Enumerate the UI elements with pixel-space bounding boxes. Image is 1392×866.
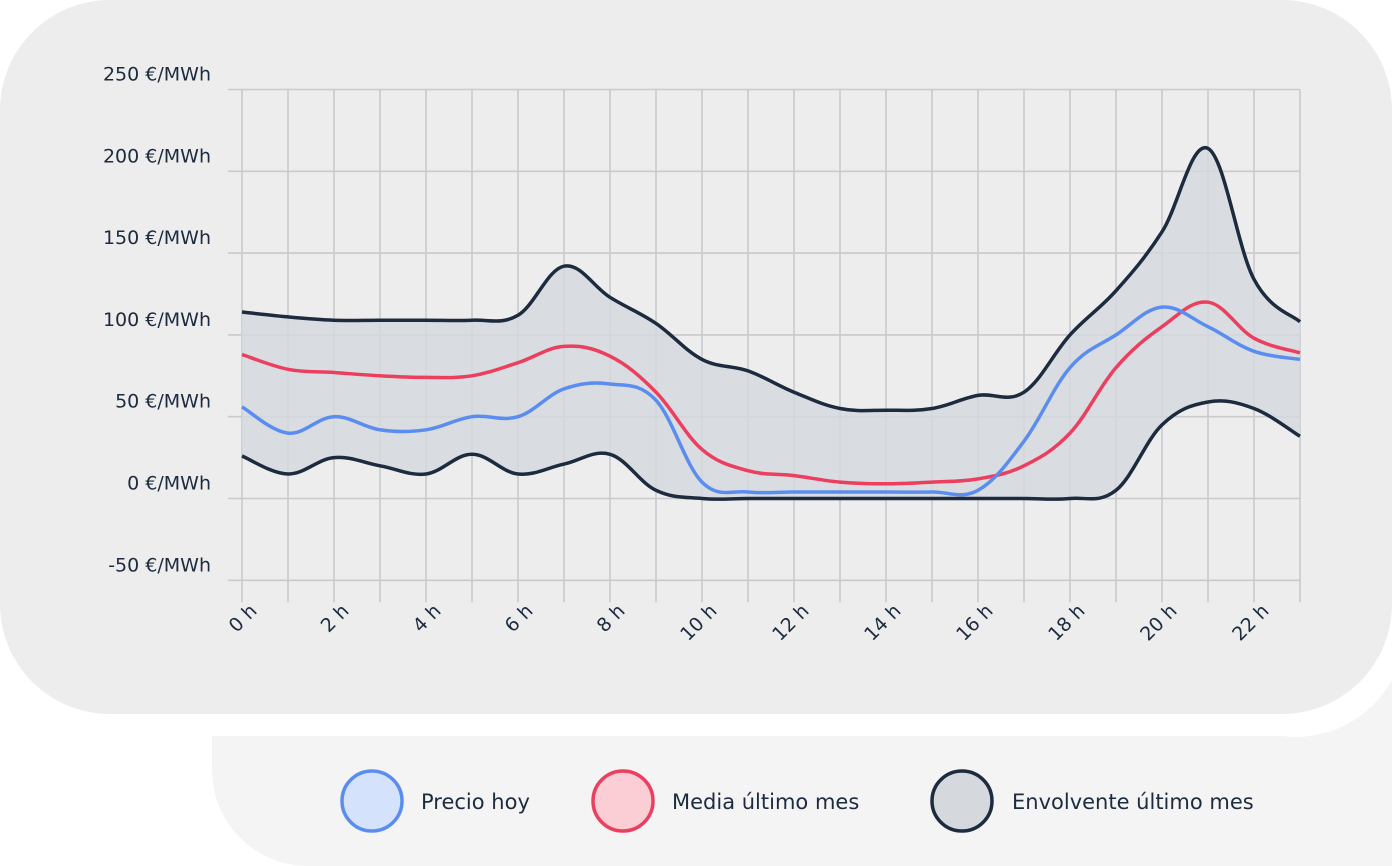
series-layer: [241, 146, 1302, 501]
y-tick-label: 0 €/MWh: [127, 473, 211, 495]
legend-label-today: Precio hoy: [421, 790, 530, 814]
today-line: [241, 305, 1301, 497]
y-axis: 250 €/MWh 200 €/MWh 150 €/MWh 100 €/MWh 50 €…: [103, 64, 211, 577]
mean-line: [241, 300, 1301, 486]
envelope-band: [242, 147, 1300, 500]
legend-swatch-envelope: [930, 769, 994, 833]
legend-label-envelope: Envolvente último mes: [1012, 790, 1254, 814]
envelope-lower-line: [241, 399, 1301, 501]
y-tick-label: 50 €/MWh: [115, 391, 211, 413]
legend-label-mean: Media último mes: [672, 790, 859, 814]
legend-swatch-mean: [591, 769, 655, 833]
legend-swatch-today: [340, 769, 404, 833]
envelope-upper-line: [241, 146, 1302, 413]
legend-item-envelope[interactable]: Envolvente último mes: [930, 769, 1254, 833]
y-tick-label: 200 €/MWh: [103, 145, 211, 167]
legend-item-today[interactable]: Precio hoy: [340, 769, 530, 833]
y-tick-label: -50 €/MWh: [108, 554, 211, 576]
y-tick-label: 250 €/MWh: [103, 64, 211, 86]
y-tick-label: 150 €/MWh: [103, 227, 211, 249]
legend-panel: [212, 680, 1392, 866]
legend: Precio hoy Media último mes Envolvente ú…: [340, 769, 1254, 833]
legend-item-mean[interactable]: Media último mes: [591, 769, 859, 833]
y-tick-label: 100 €/MWh: [103, 309, 211, 331]
